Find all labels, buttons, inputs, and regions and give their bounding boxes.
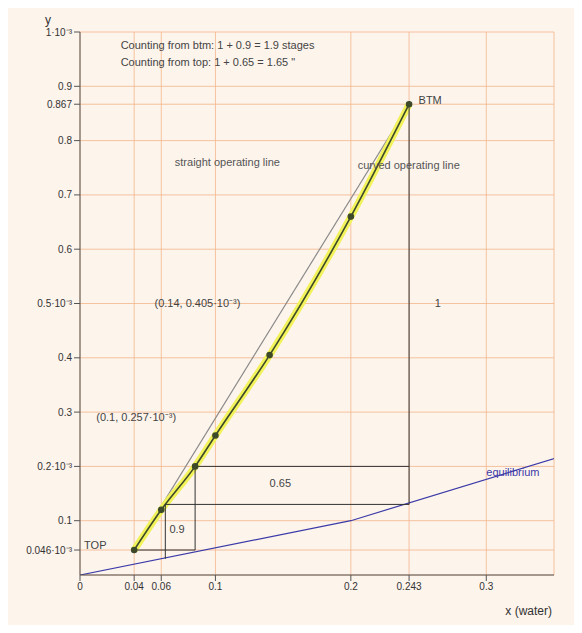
svg-text:BTM: BTM (419, 94, 442, 106)
svg-text:0.04: 0.04 (124, 581, 144, 592)
svg-text:straight operating line: straight operating line (175, 156, 280, 168)
svg-text:0.5·10⁻³: 0.5·10⁻³ (37, 298, 72, 309)
svg-text:0.8: 0.8 (58, 135, 72, 146)
svg-text:0: 0 (77, 581, 83, 592)
svg-text:0.1: 0.1 (208, 581, 222, 592)
svg-text:0.6: 0.6 (58, 244, 72, 255)
svg-text:0.9: 0.9 (58, 81, 72, 92)
svg-text:0.243: 0.243 (397, 581, 422, 592)
svg-text:(0.1, 0.257·10⁻³): (0.1, 0.257·10⁻³) (96, 411, 176, 423)
svg-text:0.9: 0.9 (169, 523, 184, 535)
svg-text:1·10⁻³: 1·10⁻³ (46, 27, 73, 38)
svg-text:curved operating line: curved operating line (358, 159, 460, 171)
svg-text:0.3: 0.3 (479, 581, 493, 592)
svg-text:1: 1 (435, 297, 441, 309)
svg-text:y: y (45, 13, 51, 27)
svg-text:TOP: TOP (84, 539, 106, 551)
svg-text:0.2·10⁻³: 0.2·10⁻³ (37, 461, 72, 472)
svg-text:0.7: 0.7 (58, 189, 72, 200)
svg-text:0.06: 0.06 (152, 581, 172, 592)
svg-text:0.1: 0.1 (58, 515, 72, 526)
svg-text:equilibrium: equilibrium (486, 466, 539, 478)
svg-text:Counting from top: 1 + 0.65 =: Counting from top: 1 + 0.65 = 1.65 " (121, 56, 296, 68)
svg-text:(0.14, 0.405·10⁻³): (0.14, 0.405·10⁻³) (154, 297, 240, 309)
svg-text:x (water): x (water) (505, 604, 552, 618)
svg-text:0.046·10⁻³: 0.046·10⁻³ (26, 545, 72, 556)
svg-text:0.4: 0.4 (58, 352, 72, 363)
svg-text:0.65: 0.65 (270, 477, 291, 489)
svg-text:0.2: 0.2 (344, 581, 358, 592)
svg-text:Counting from btm: 1 + 0.9 = 1: Counting from btm: 1 + 0.9 = 1.9 stages (121, 39, 315, 51)
svg-text:0.867: 0.867 (47, 99, 72, 110)
svg-text:0.3: 0.3 (58, 407, 72, 418)
